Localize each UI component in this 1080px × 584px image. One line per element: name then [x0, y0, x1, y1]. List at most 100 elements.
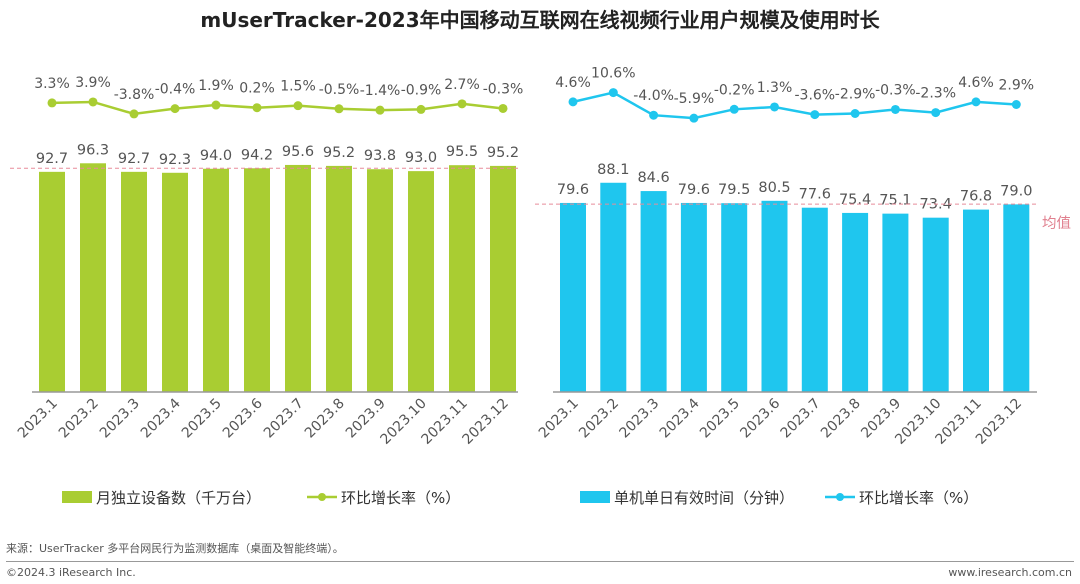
growth-label: 1.3%	[757, 80, 793, 96]
x-tick-label: 2023.6	[220, 395, 266, 441]
growth-label: 0.2%	[239, 81, 275, 97]
bar	[680, 202, 707, 392]
x-tick-label: 2023.6	[737, 395, 783, 441]
x-tick-label: 2023.5	[697, 396, 743, 442]
bar	[600, 182, 627, 392]
bar	[162, 172, 188, 392]
chart-title: mUserTracker-2023年中国移动互联网在线视频行业用户规模及使用时长	[200, 8, 880, 32]
growth-point	[416, 104, 426, 114]
growth-line	[572, 91, 1017, 120]
footer-divider	[6, 561, 1074, 562]
legend-line-marker	[836, 493, 844, 501]
bar-value-label: 94.2	[241, 147, 273, 163]
growth-point	[770, 102, 779, 112]
growth-label: -0.3%	[875, 82, 916, 98]
growth-point	[931, 108, 941, 118]
growth-label: 10.6%	[591, 66, 635, 82]
bar	[80, 163, 106, 392]
growth-label: 3.9%	[75, 75, 111, 91]
bar-value-label: 79.6	[557, 182, 589, 198]
bar	[721, 203, 748, 392]
bar-value-label: 73.4	[920, 197, 952, 213]
legend-bar-swatch	[62, 491, 92, 503]
growth-point	[88, 97, 98, 107]
bar-value-label: 94.0	[200, 148, 232, 164]
x-tick-label: 2023.3	[97, 396, 143, 442]
growth-label: 2.9%	[999, 78, 1035, 94]
bar-value-label: 75.4	[839, 192, 871, 208]
bar	[39, 171, 65, 392]
growth-label: -0.3%	[483, 81, 524, 97]
bar	[1003, 204, 1030, 392]
growth-point	[649, 110, 659, 120]
bar-value-label: 76.8	[960, 189, 992, 205]
growth-label: 4.6%	[555, 75, 591, 91]
growth-point	[211, 100, 221, 110]
bar-value-label: 75.1	[879, 193, 911, 209]
bar-value-label: 88.1	[597, 162, 629, 178]
growth-label: -1.4%	[360, 83, 401, 99]
bar-value-label: 95.5	[446, 144, 478, 160]
x-tick-label: 2023.7	[261, 396, 307, 442]
bar-value-label: 95.6	[282, 144, 314, 160]
legend-bar-label: 月独立设备数（千万台）	[96, 489, 261, 507]
mean-label: 均值	[1042, 215, 1071, 232]
x-tick-label: 2023.1	[15, 396, 61, 442]
growth-point	[850, 108, 860, 118]
growth-point	[810, 110, 820, 120]
growth-label: -2.3%	[915, 86, 956, 102]
bar-value-label: 79.6	[678, 182, 710, 198]
bar-value-label: 80.5	[758, 180, 790, 196]
x-tick-label: 2023.1	[536, 396, 582, 442]
bar	[963, 209, 989, 392]
x-tick-label: 2023.2	[56, 396, 102, 442]
x-tick-label: 2023.4	[657, 395, 703, 441]
bar	[922, 217, 949, 392]
growth-label: -3.8%	[114, 87, 155, 103]
copyright: ©2024.3 iResearch Inc.	[6, 566, 136, 579]
bar	[449, 165, 475, 392]
bar	[882, 213, 909, 392]
x-tick-label: 2023.8	[302, 396, 348, 442]
growth-point	[890, 104, 900, 114]
growth-point	[457, 99, 467, 109]
bar-value-label: 77.6	[799, 187, 831, 203]
bar	[408, 171, 434, 392]
bar	[244, 168, 270, 392]
growth-point	[608, 88, 618, 98]
growth-label: -4.0%	[633, 88, 674, 104]
growth-label: -0.5%	[319, 82, 360, 98]
growth-point	[689, 113, 699, 123]
legend-line-label: 环比增长率（%）	[341, 489, 460, 507]
growth-point	[375, 105, 385, 115]
bar	[761, 200, 788, 392]
growth-point	[729, 104, 739, 114]
growth-point	[47, 98, 57, 108]
legend-bar-label: 单机单日有效时间（分钟）	[614, 489, 794, 507]
growth-point	[971, 97, 981, 107]
bar-value-label: 95.2	[487, 145, 519, 161]
bar	[560, 202, 586, 392]
x-tick-label: 2023.8	[818, 396, 864, 442]
growth-label: 3.3%	[34, 76, 70, 92]
bar	[640, 191, 667, 392]
legend-line-marker	[318, 493, 326, 501]
x-tick-label: 2023.4	[138, 395, 184, 441]
growth-point	[252, 103, 262, 113]
bar-value-label: 92.7	[118, 151, 150, 167]
growth-point	[293, 101, 303, 111]
growth-point	[568, 97, 578, 107]
bar-value-label: 92.7	[36, 151, 68, 167]
growth-line	[51, 100, 504, 116]
growth-point	[170, 104, 180, 114]
bar	[842, 212, 869, 392]
x-tick-label: 2023.3	[616, 396, 662, 442]
growth-label: -0.2%	[714, 82, 755, 98]
growth-label: -0.9%	[401, 82, 442, 98]
growth-label: 4.6%	[958, 75, 994, 91]
bar-value-label: 96.3	[77, 142, 109, 158]
bar-value-label: 93.8	[364, 148, 396, 164]
bar-value-label: 84.6	[637, 170, 669, 186]
